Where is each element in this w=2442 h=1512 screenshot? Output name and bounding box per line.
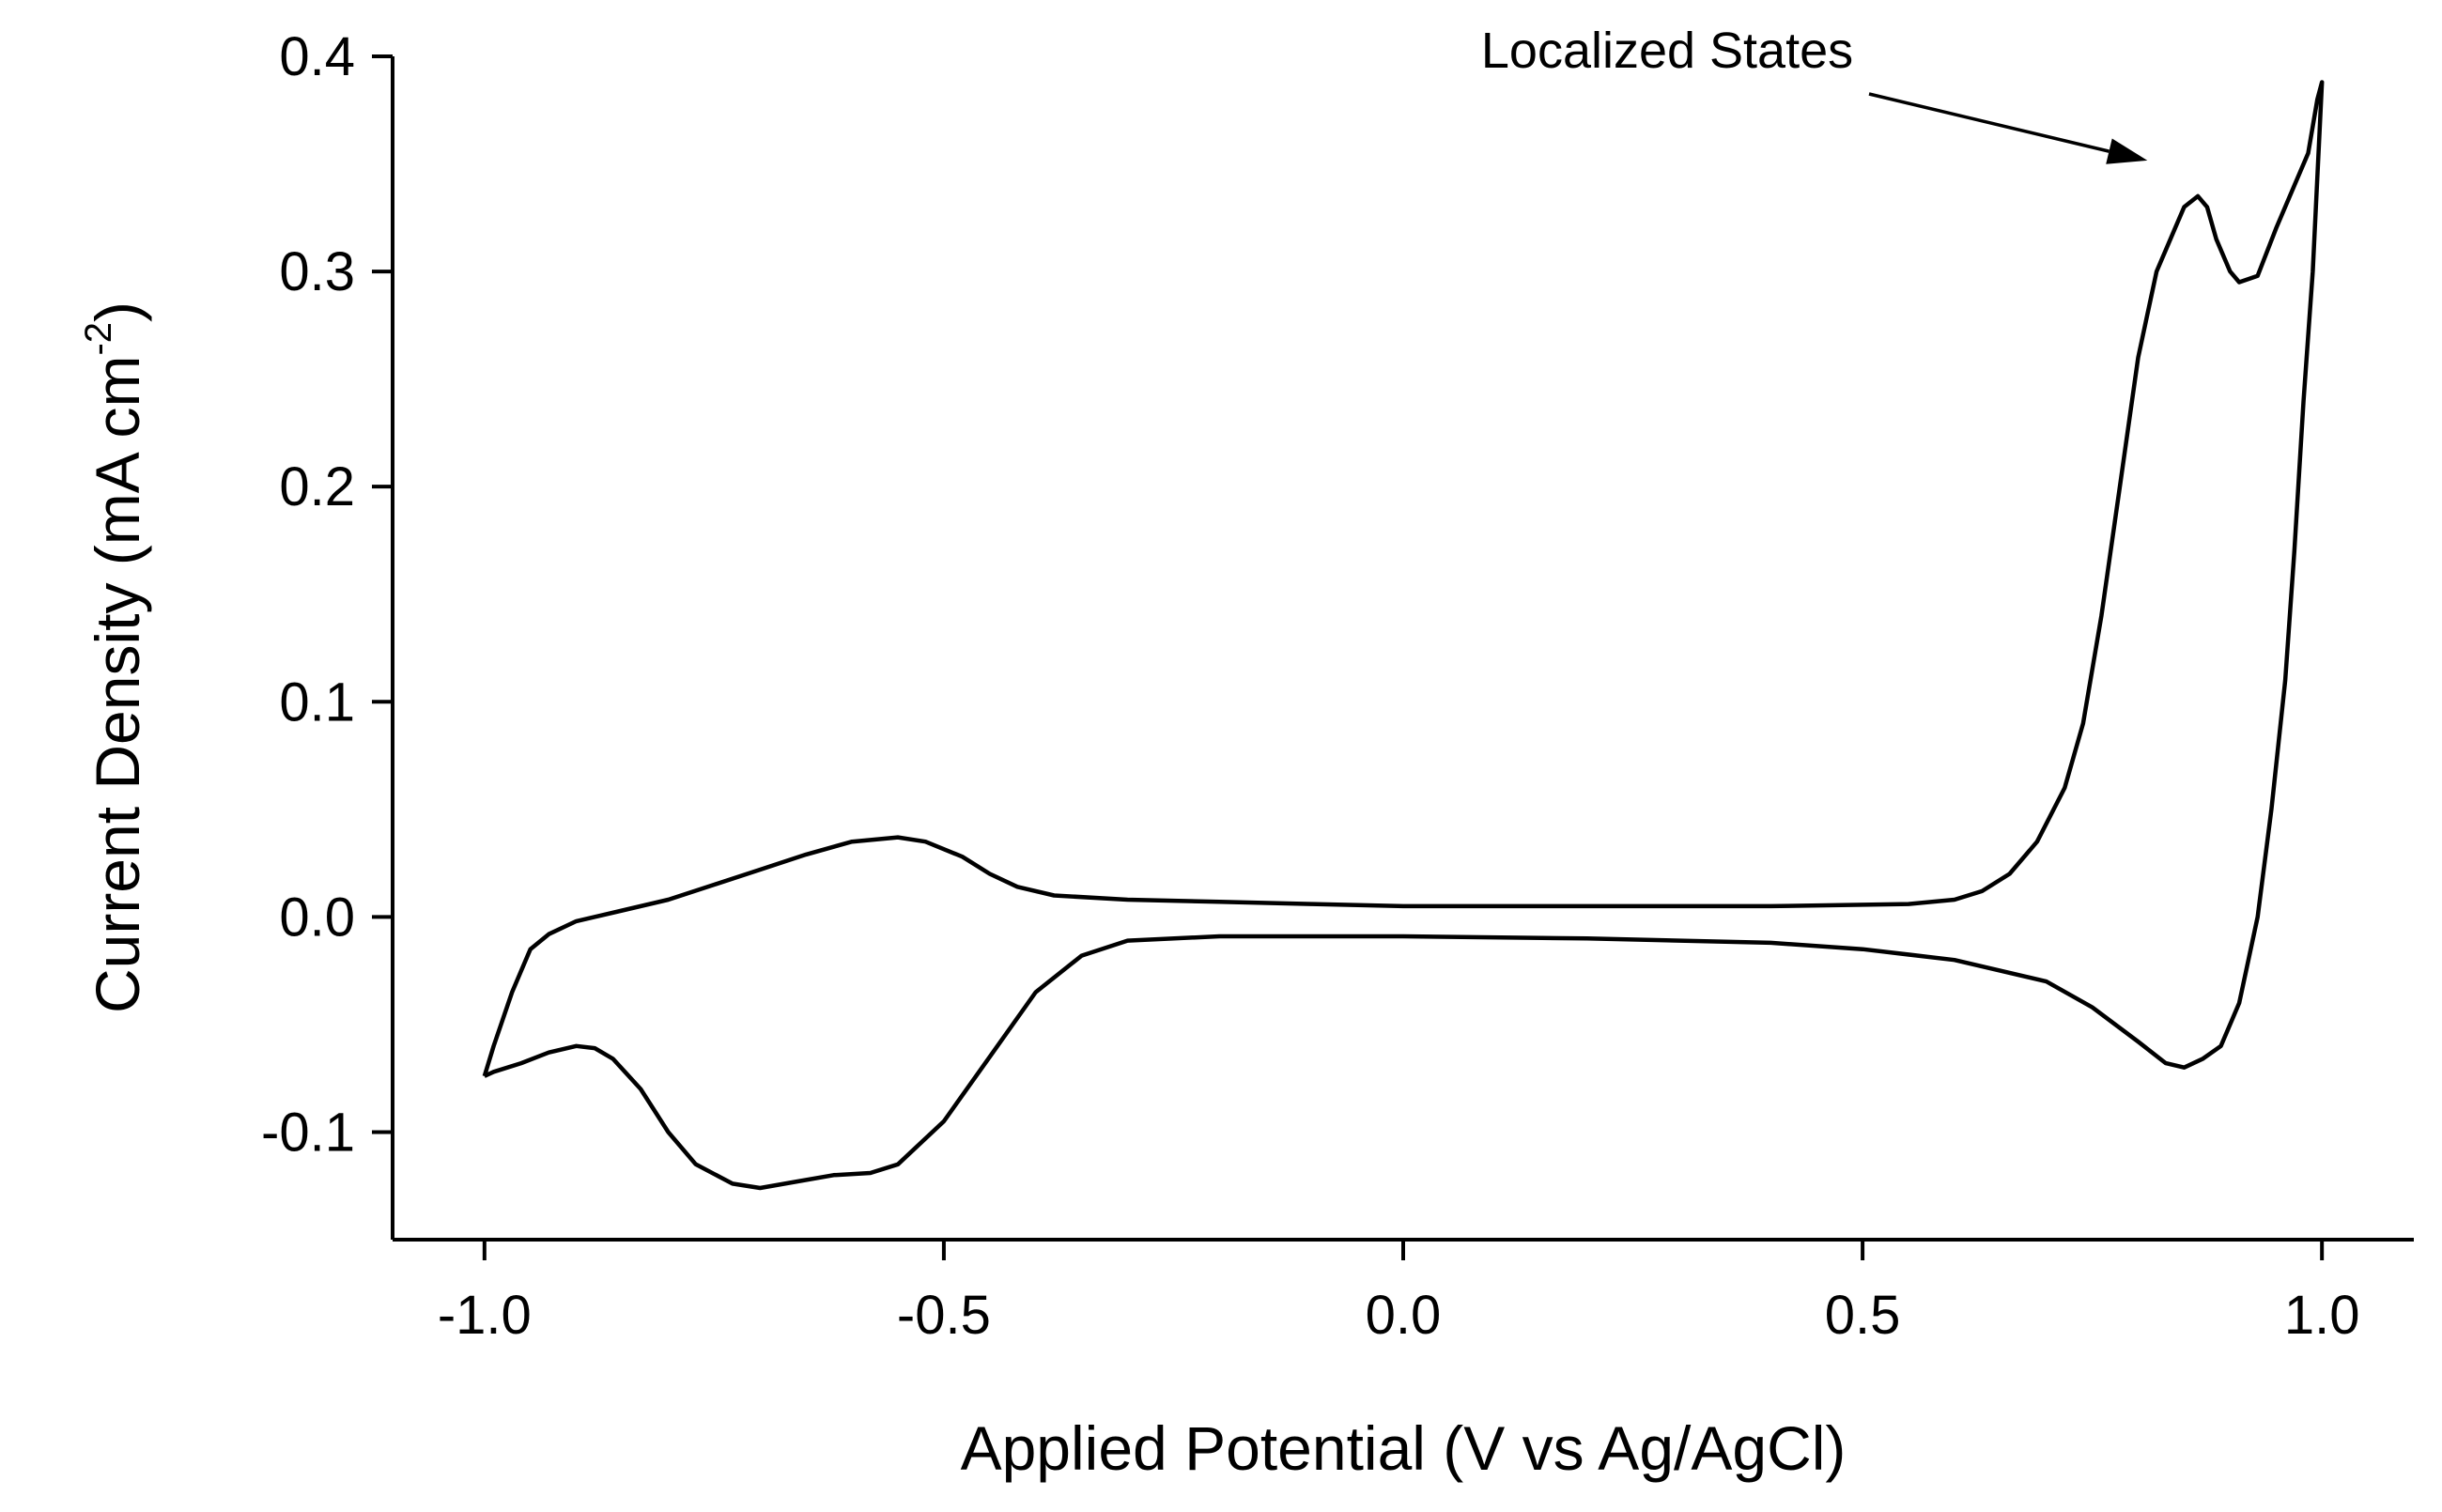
y-axis-title-main: Current Density (mA cm xyxy=(83,356,152,1013)
y-ticks: -0.1 0.0 0.1 0.2 0.3 0.4 xyxy=(261,26,393,1163)
x-tick-label: 0.5 xyxy=(1825,1285,1901,1346)
y-tick-label: 0.0 xyxy=(279,887,355,948)
x-tick-label: 1.0 xyxy=(2284,1285,2360,1346)
x-tick-label: 0.0 xyxy=(1366,1285,1442,1346)
y-tick-label: 0.1 xyxy=(279,671,355,733)
y-axis-title-exponent: -2 xyxy=(78,322,119,356)
x-tick-label: -0.5 xyxy=(897,1285,991,1346)
x-axis-title: Applied Potential (V vs Ag/AgCl) xyxy=(961,1413,1847,1483)
annotation-arrow-line xyxy=(1868,92,2110,153)
x-tick-label: -1.0 xyxy=(438,1285,532,1346)
annotation-label: Localized States xyxy=(1481,23,1853,79)
y-axis-title: Current Density (mA cm-2) xyxy=(78,301,152,1013)
axes xyxy=(391,56,2414,1242)
cv-series-line xyxy=(482,80,2325,1191)
y-tick-label: 0.4 xyxy=(279,26,355,87)
y-axis-title-close: ) xyxy=(83,301,152,322)
annotation-arrow-head xyxy=(2106,138,2148,164)
y-tick-label: -0.1 xyxy=(261,1102,355,1163)
y-tick-label: 0.2 xyxy=(279,456,355,517)
localized-states-annotation: Localized States xyxy=(1481,23,2148,164)
y-tick-label: 0.3 xyxy=(279,241,355,302)
x-ticks: -1.0 -0.5 0.0 0.5 1.0 xyxy=(438,1240,2360,1346)
